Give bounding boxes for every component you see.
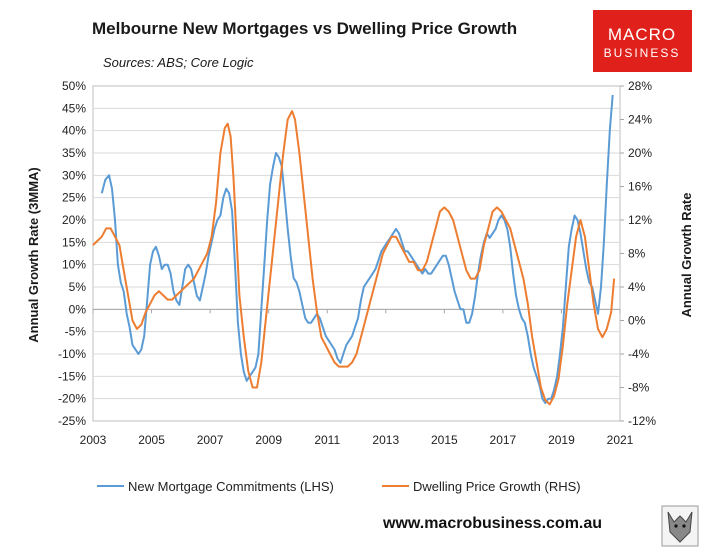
x-tick-label: 2017 bbox=[490, 433, 517, 447]
right-tick-label: -4% bbox=[628, 347, 650, 361]
left-tick-label: 30% bbox=[62, 168, 86, 182]
right-tick-label: 0% bbox=[628, 314, 646, 328]
right-tick-label: 16% bbox=[628, 180, 652, 194]
series-line-1 bbox=[100, 94, 614, 405]
right-tick-label: 24% bbox=[628, 113, 652, 127]
left-tick-label: 40% bbox=[62, 124, 86, 138]
right-tick-label: -8% bbox=[628, 381, 650, 395]
x-tick-label: 2003 bbox=[80, 433, 107, 447]
left-tick-label: 50% bbox=[62, 79, 86, 93]
left-tick-label: -20% bbox=[58, 392, 86, 406]
x-tick-label: 2009 bbox=[255, 433, 282, 447]
x-tick-label: 2011 bbox=[314, 433, 340, 447]
right-tick-label: 12% bbox=[628, 213, 652, 227]
right-axis-ticks: 28% 24% 20% 16% 12% 8% 4% 0% -4% -8% -12% bbox=[620, 79, 656, 428]
footer-url: www.macrobusiness.com.au bbox=[382, 515, 602, 532]
x-tick-label: 2005 bbox=[138, 433, 165, 447]
logo-line2: BUSINESS bbox=[604, 46, 681, 60]
left-tick-label: -10% bbox=[58, 347, 86, 361]
plot-area bbox=[92, 85, 621, 422]
legend-entry: New Mortgage Commitments (LHS) bbox=[128, 479, 334, 494]
left-tick-label: 15% bbox=[62, 235, 86, 249]
x-tick-label: 2019 bbox=[548, 433, 575, 447]
logo-line1: MACRO bbox=[608, 25, 676, 44]
left-tick-label: -15% bbox=[58, 369, 86, 383]
left-tick-label: 10% bbox=[62, 258, 86, 272]
left-tick-label: 0% bbox=[69, 302, 87, 316]
left-tick-label: 20% bbox=[62, 213, 86, 227]
right-tick-label: -12% bbox=[628, 414, 656, 428]
chart-title: Melbourne New Mortgages vs Dwelling Pric… bbox=[92, 19, 517, 38]
left-tick-label: 5% bbox=[69, 280, 87, 294]
right-tick-label: 20% bbox=[628, 146, 652, 160]
x-tick-label: 2021 bbox=[607, 433, 634, 447]
right-tick-label: 28% bbox=[628, 79, 652, 93]
right-tick-label: 8% bbox=[628, 247, 646, 261]
x-tick-label: 2007 bbox=[197, 433, 224, 447]
x-axis-ticks: 2003 2005 2007 2009 2011 2013 2015 2017 2019 2021 bbox=[80, 309, 634, 447]
left-tick-label: 25% bbox=[62, 191, 86, 205]
left-tick-label: 35% bbox=[62, 146, 86, 160]
x-tick-label: 2015 bbox=[431, 433, 458, 447]
series-line-2 bbox=[92, 110, 616, 406]
x-tick-label: 2013 bbox=[372, 433, 399, 447]
legend-entry: Dwelling Price Growth (RHS) bbox=[413, 479, 581, 494]
left-axis-ticks: 50% 45% 40% 35% 30% 25% 20% 15% 10% 5% 0% -5% -10% -1… bbox=[58, 79, 86, 428]
chart-subtitle: Sources: ABS; Core Logic bbox=[103, 55, 254, 70]
right-tick-label: 4% bbox=[628, 280, 646, 294]
series-lines bbox=[92, 94, 616, 406]
left-tick-label: -5% bbox=[65, 325, 87, 339]
right-axis-title: Annual Growth Rate bbox=[679, 193, 694, 318]
left-axis-title: Annual Growth Rate (3MMA) bbox=[26, 167, 41, 343]
left-tick-label: 45% bbox=[62, 101, 86, 115]
macrobusiness-logo: MACRO BUSINESS bbox=[593, 10, 692, 72]
legend: New Mortgage Commitments (LHS) Dwelling P… bbox=[97, 479, 581, 494]
wolf-logo-icon bbox=[661, 505, 699, 547]
left-tick-label: -25% bbox=[58, 414, 86, 428]
